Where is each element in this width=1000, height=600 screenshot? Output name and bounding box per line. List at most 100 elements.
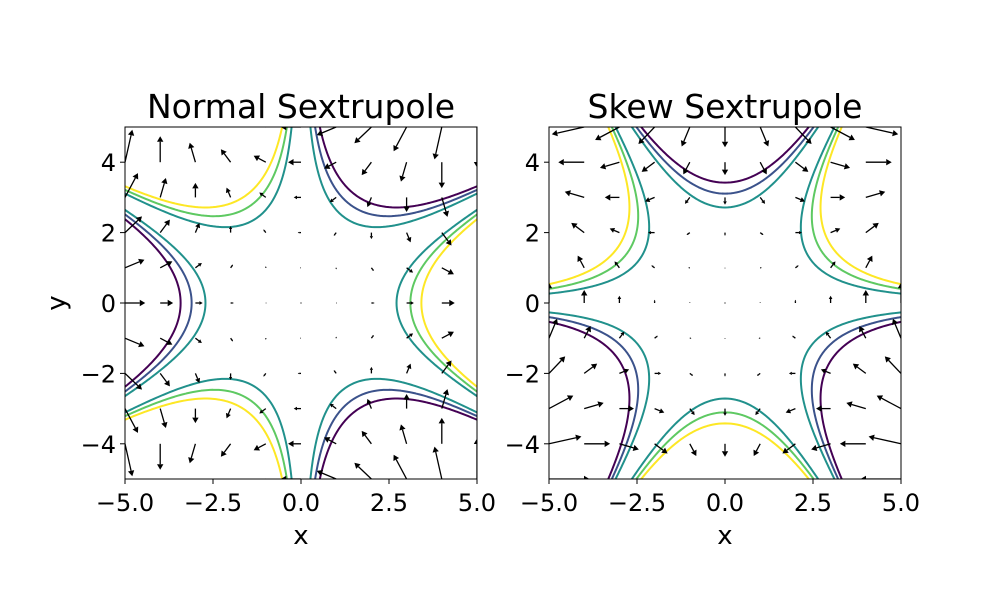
quiver-arrow bbox=[549, 356, 566, 374]
quiver-arrow bbox=[860, 475, 901, 479]
quiver-arrow bbox=[329, 196, 337, 203]
quiver-arrow bbox=[225, 408, 232, 419]
quiver-arrow bbox=[316, 127, 337, 136]
quiver-arrow bbox=[157, 136, 164, 163]
quiver-arrow bbox=[683, 161, 691, 175]
quiver-arrow bbox=[689, 408, 695, 416]
quiver-arrow bbox=[830, 127, 855, 141]
quiver-arrow bbox=[788, 371, 796, 376]
quiver-arrow bbox=[354, 462, 372, 479]
quiver-arrow bbox=[689, 443, 697, 456]
x-tick-label: 0.0 bbox=[282, 489, 320, 517]
chart-normal-sextrupole: Normal Sextrupole −5.0 −2.5 0.0 2.5 5.0 −4 −2 0… bbox=[42, 87, 496, 551]
quiver-arrow bbox=[393, 454, 408, 479]
quiver-arrow bbox=[689, 372, 694, 376]
contour-line bbox=[125, 127, 477, 479]
quiver-arrow bbox=[297, 372, 301, 375]
quiver-arrow bbox=[194, 222, 201, 233]
quiver-arrow bbox=[370, 334, 374, 339]
quiver-arrow bbox=[369, 366, 374, 374]
quiver-arrow bbox=[604, 194, 620, 201]
quiver-arrow bbox=[723, 408, 727, 416]
x-tick-label: −2.5 bbox=[184, 489, 242, 517]
quiver-arrow bbox=[795, 230, 802, 235]
quiver-arrow bbox=[369, 232, 374, 240]
quiver-arrow bbox=[125, 216, 143, 234]
quiver-arrow bbox=[263, 229, 267, 233]
quiver-arrow bbox=[795, 196, 806, 203]
quiver-arrow bbox=[324, 161, 337, 169]
quiver-arrow bbox=[865, 222, 879, 234]
quiver-arrow bbox=[228, 226, 233, 233]
quiver-arrow bbox=[782, 443, 796, 454]
quiver-arrow bbox=[441, 197, 450, 217]
quiver-arrow bbox=[830, 227, 841, 234]
quiver-arrow bbox=[366, 398, 372, 409]
quiver-arrow bbox=[811, 443, 831, 452]
quiver-arrow bbox=[865, 127, 899, 137]
quiver-arrow bbox=[584, 401, 604, 410]
y-tick-label: 0 bbox=[101, 290, 116, 318]
contour-line bbox=[549, 127, 901, 479]
y-tick-label: 4 bbox=[525, 149, 540, 177]
quiver-arrow bbox=[688, 267, 690, 269]
quiver-arrow bbox=[549, 434, 582, 445]
quiver-arrow bbox=[316, 470, 337, 479]
quiver-arrow bbox=[584, 440, 611, 447]
quiver-arrow bbox=[228, 373, 233, 380]
quiver-arrow bbox=[195, 262, 202, 269]
quiver-arrow bbox=[868, 434, 901, 445]
quiver-arrow bbox=[125, 372, 143, 390]
quiver-arrow bbox=[571, 222, 585, 234]
quiver-arrow bbox=[816, 405, 831, 412]
quiver-arrow bbox=[432, 446, 443, 479]
quiver-arrow bbox=[265, 266, 267, 268]
quiver-arrow bbox=[125, 258, 145, 269]
quiver-arrow bbox=[297, 231, 301, 234]
quiver-arrow bbox=[583, 326, 591, 339]
contour-line bbox=[125, 127, 477, 479]
quiver-arrow bbox=[157, 443, 164, 470]
quiver-arrow bbox=[820, 368, 831, 374]
quiver-arrow bbox=[684, 197, 691, 204]
quiver-arrow bbox=[406, 301, 414, 305]
quiver-arrow bbox=[192, 408, 199, 424]
quiver-arrow bbox=[785, 408, 796, 414]
quiver-arrow bbox=[288, 159, 301, 166]
quiver-arrow bbox=[825, 331, 832, 339]
quiver-arrow bbox=[399, 162, 408, 182]
y-tick-label: −4 bbox=[81, 431, 116, 459]
plot-area bbox=[548, 126, 902, 480]
quiver-arrow bbox=[618, 331, 625, 339]
quiver-arrow bbox=[721, 127, 729, 148]
quiver-arrow bbox=[403, 394, 410, 409]
quiver-arrow bbox=[619, 443, 639, 452]
quiver-arrow bbox=[549, 318, 558, 339]
quiver-arrow bbox=[188, 443, 197, 464]
quiver-arrow bbox=[638, 127, 656, 145]
y-tick-label: 0 bbox=[525, 290, 540, 318]
quiver-arrow bbox=[230, 302, 234, 304]
y-tick-label: 2 bbox=[101, 220, 116, 248]
quiver-arrow bbox=[680, 127, 691, 147]
quiver-arrow bbox=[759, 232, 764, 236]
quiver-arrow bbox=[366, 197, 372, 208]
quiver-arrow bbox=[441, 331, 454, 339]
quiver-arrow bbox=[159, 373, 170, 387]
quiver-arrow bbox=[724, 232, 726, 236]
y-tick-label: 2 bbox=[525, 220, 540, 248]
quiver-arrow bbox=[830, 194, 846, 201]
quiver-arrow bbox=[265, 338, 267, 340]
quiver-arrow bbox=[230, 264, 234, 269]
quiver-arrow bbox=[852, 363, 867, 374]
contour-line bbox=[549, 127, 901, 479]
quiver-arrow bbox=[280, 475, 301, 479]
quiver-arrow bbox=[225, 187, 232, 198]
contour-line bbox=[549, 127, 901, 479]
quiver-arrow bbox=[188, 142, 197, 163]
quiver-arrow bbox=[759, 127, 770, 147]
quiver-arrow bbox=[125, 337, 145, 348]
quiver-arrow bbox=[194, 373, 201, 384]
quiver-arrow bbox=[293, 406, 301, 411]
